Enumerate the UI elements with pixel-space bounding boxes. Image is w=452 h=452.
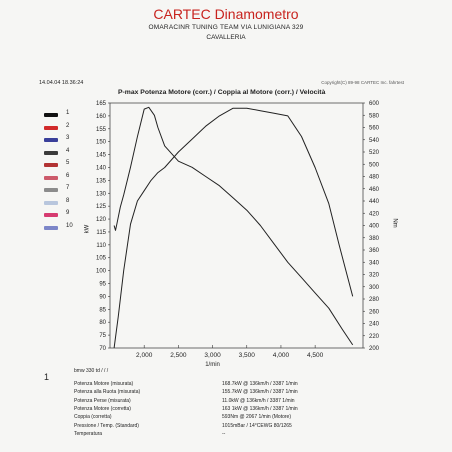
x-tick-label: 3,500: [239, 352, 256, 359]
y-left-tick-label: 150: [96, 140, 107, 146]
legend-number: 2: [66, 122, 70, 129]
y-right-tick-label: 320: [369, 273, 380, 279]
y-right-tick-label: 200: [369, 346, 380, 352]
x-tick-label: 2,000: [136, 352, 153, 359]
legend-number: 7: [66, 185, 70, 191]
legend-swatch: [44, 175, 58, 180]
legend-item: 8: [44, 198, 84, 208]
legend-swatch: [44, 150, 58, 155]
y-left-tick-label: 120: [96, 217, 107, 223]
y-left-tick-label: 155: [96, 127, 107, 133]
y-right-tick-label: 420: [369, 211, 380, 217]
x-tick-label: 4,000: [273, 352, 290, 359]
y-axis-left-label: kW: [84, 224, 91, 234]
legend-number: 1: [66, 110, 70, 116]
legend-number: 10: [66, 222, 73, 229]
y-left-tick-label: 125: [96, 204, 107, 210]
y-right-tick-label: 540: [369, 138, 380, 144]
legend-item: 4: [44, 148, 84, 158]
legend-number: 6: [66, 172, 70, 179]
y-right-tick-label: 220: [369, 334, 380, 340]
y-left-tick-label: 105: [96, 256, 107, 262]
y-left-tick-label: 165: [96, 101, 107, 107]
y-left-tick-label: 145: [96, 153, 107, 159]
plot-frame: [109, 102, 364, 349]
company-line: OMARACINR TUNING TEAM VIA LUNIGIANA 329: [148, 24, 304, 31]
y-right-tick-label: 460: [369, 187, 380, 193]
legend-number: 8: [66, 197, 70, 204]
legend-item: 6: [44, 173, 84, 183]
y-axis-right-label: Nm: [391, 218, 398, 228]
legend-swatch: [44, 188, 58, 192]
company-line-2: CAVALLERIA: [206, 34, 246, 41]
y-left-tick-label: 70: [99, 346, 106, 352]
y-left-tick-label: 160: [96, 114, 107, 120]
y-left-tick-label: 95: [99, 282, 106, 288]
x-tick-label: 3,000: [204, 352, 221, 359]
legend-swatch: [44, 163, 58, 167]
chart-title: P-max Potenza Motore (corr.) / Coppia al…: [118, 89, 326, 96]
legend-item: 3: [44, 135, 84, 145]
legend-swatch: [44, 113, 58, 117]
y-left-tick-label: 130: [96, 191, 107, 197]
y-left-tick-label: 85: [99, 307, 106, 313]
y-right-tick-label: 240: [369, 322, 380, 328]
y-left-tick-label: 140: [96, 165, 107, 171]
legend-number: 9: [66, 210, 70, 216]
y-right-tick-label: 280: [369, 297, 380, 303]
legend-swatch: [44, 200, 58, 205]
legend-swatch: [44, 213, 58, 217]
y-right-tick-label: 400: [369, 224, 380, 230]
x-tick-label: 4,500: [307, 352, 324, 359]
legend-item: 9: [44, 210, 84, 220]
legend-item: 1: [44, 110, 84, 120]
y-right-tick-label: 600: [369, 101, 380, 107]
torque-curve: [113, 106, 354, 346]
power-curve: [113, 107, 354, 349]
y-left-tick-label: 115: [96, 230, 106, 236]
y-left-tick-label: 135: [96, 178, 107, 184]
legend-item: 10: [44, 223, 84, 233]
legend-number: 3: [66, 135, 70, 141]
y-right-tick-label: 440: [369, 199, 380, 205]
legend-number: 4: [66, 147, 70, 154]
legend-item: 5: [44, 160, 84, 170]
y-right-tick-label: 300: [369, 285, 380, 291]
y-right-tick-label: 520: [369, 150, 380, 156]
y-right-tick-label: 580: [369, 113, 380, 119]
y-right-tick-label: 260: [369, 309, 380, 315]
y-left-tick-label: 100: [96, 269, 107, 275]
x-tick-label: 2,500: [170, 352, 187, 359]
y-left-tick-label: 90: [99, 294, 106, 300]
y-right-tick-label: 360: [369, 248, 380, 254]
legend-number: 5: [66, 160, 70, 166]
y-right-tick-label: 380: [369, 236, 380, 242]
legend-swatch: [44, 138, 58, 142]
y-left-tick-label: 75: [99, 333, 106, 339]
report-title: CARTEC Dinamometro: [153, 6, 299, 22]
y-right-tick-label: 340: [369, 260, 380, 266]
legend-item: 7: [44, 185, 84, 195]
y-left-tick-label: 80: [99, 320, 106, 326]
x-axis-label: 1/min: [205, 362, 220, 368]
y-left-tick-label: 110: [96, 243, 106, 249]
legend-swatch: [44, 225, 58, 230]
y-right-tick-label: 500: [369, 162, 380, 168]
legend-swatch: [44, 125, 58, 130]
y-right-tick-label: 480: [369, 175, 380, 181]
timestamp: 14.04.04 18.36:24: [39, 80, 84, 86]
legend-item: 2: [44, 123, 84, 133]
copyright: Copyright(C) 89-98 CARTEC Inc. fahrtest: [321, 80, 404, 85]
y-right-tick-label: 560: [369, 126, 380, 132]
